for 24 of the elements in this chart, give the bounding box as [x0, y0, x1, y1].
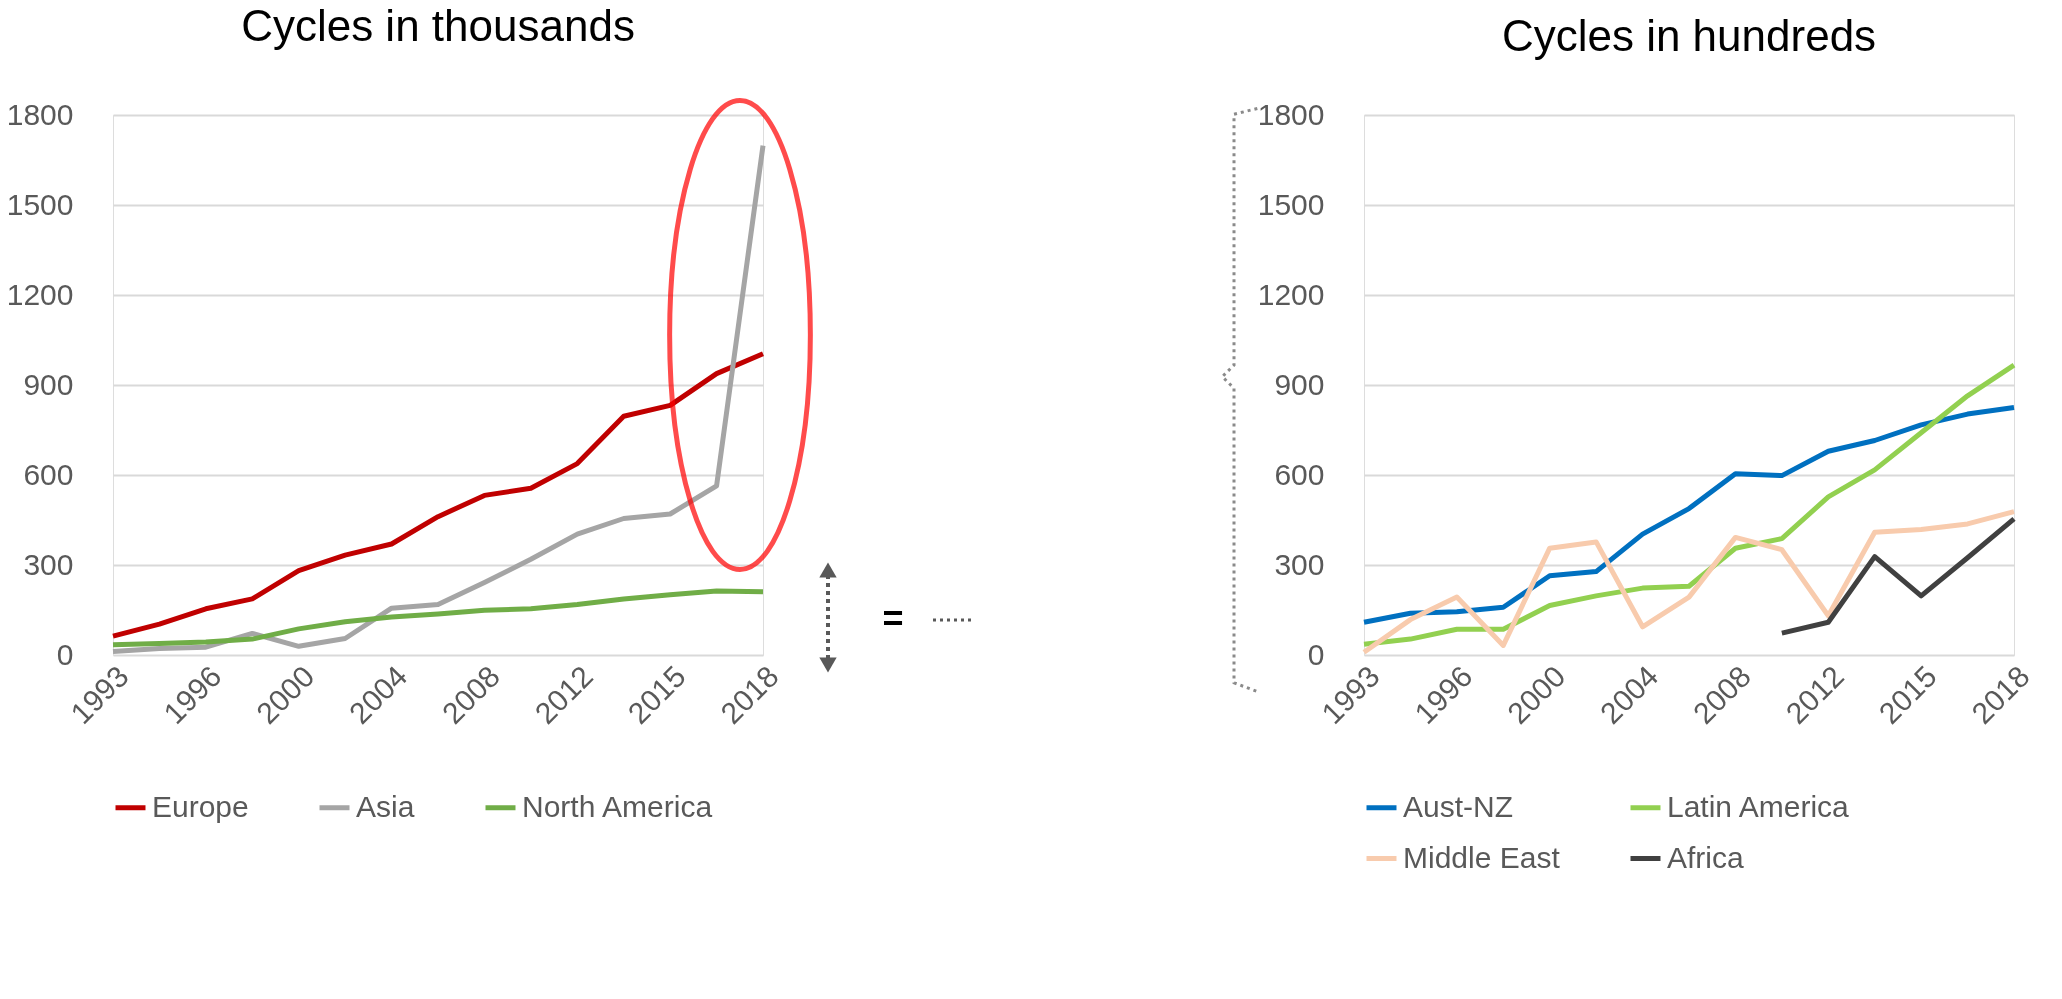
legend-label: Asia	[356, 789, 415, 823]
y-tick-label: 600	[23, 457, 74, 491]
legend-label: Middle East	[1403, 840, 1561, 874]
y-tick-label: 0	[56, 637, 74, 671]
text: =	[882, 598, 904, 639]
y-tick-label: 900	[1274, 367, 1325, 401]
y-tick-label: 600	[1274, 457, 1325, 491]
y-tick-label: 0	[1307, 637, 1325, 671]
legend-label: Latin America	[1667, 789, 1850, 823]
y-tick-label: 1200	[1257, 277, 1325, 311]
y-tick-label: 1500	[1257, 187, 1325, 221]
y-tick-label: 1800	[1257, 97, 1325, 131]
y-tick-label: 1200	[6, 277, 74, 311]
chart-title: Cycles in thousands	[241, 1, 635, 51]
legend-label: Aust-NZ	[1403, 789, 1514, 823]
legend-label: North America	[522, 789, 713, 823]
y-tick-label: 1500	[6, 187, 74, 221]
legend-label: Europe	[152, 789, 249, 823]
y-tick-label: 1800	[6, 97, 74, 131]
chart-title: Cycles in hundreds	[1501, 11, 1877, 60]
y-tick-label: 300	[23, 547, 74, 581]
legend-label: Africa	[1667, 840, 1744, 874]
y-tick-label: 900	[23, 367, 74, 401]
y-tick-label: 300	[1274, 547, 1325, 581]
